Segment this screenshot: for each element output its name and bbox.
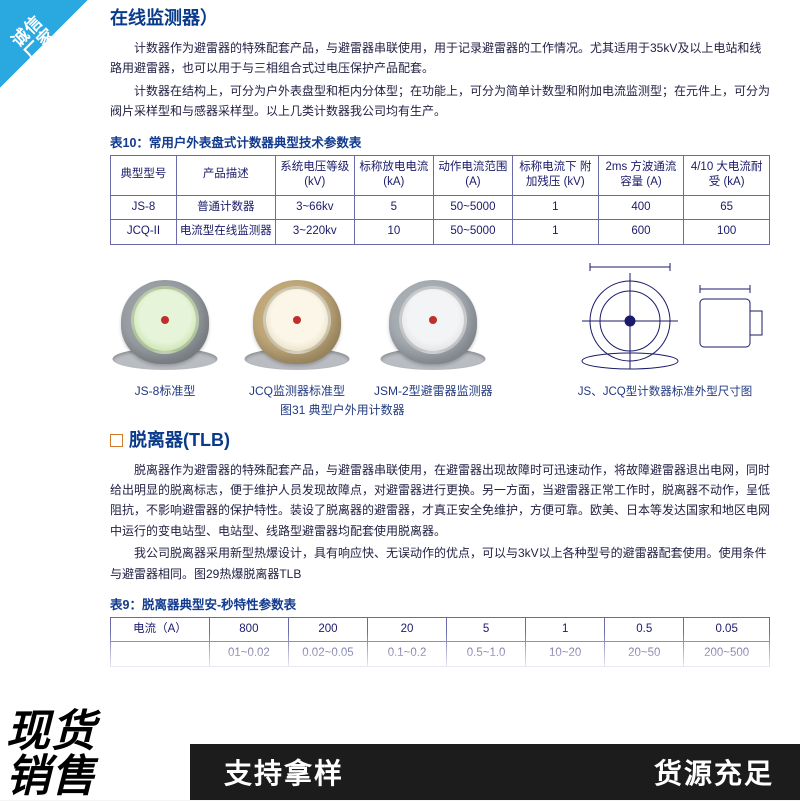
product-js8: JS-8标准型 bbox=[110, 280, 220, 399]
table-cell: 普通计数器 bbox=[176, 195, 275, 220]
product-jsm2-label: JSM-2型避雷器监测器 bbox=[374, 382, 493, 399]
section2-para1: 脱离器作为避雷器的特殊配套产品，与避雷器串联使用，在避雷器出现故障时可迅速动作，… bbox=[110, 460, 770, 542]
table-row: JCQ-II电流型在线监测器3~220kv1050~50001600100 bbox=[111, 220, 770, 245]
figure31-caption: 图31 典型户外用计数器 bbox=[280, 401, 770, 418]
table-cell: 0.1~0.2 bbox=[368, 642, 447, 667]
table-cell: 0.5~1.0 bbox=[447, 642, 526, 667]
overlay-bottom-left: 现货 销售 bbox=[0, 704, 106, 800]
diagram-label: JS、JCQ型计数器标准外型尺寸图 bbox=[578, 383, 752, 399]
table-cell: 0.5 bbox=[605, 617, 684, 642]
table10-caption: 表10：常用户外表盘式计数器典型技术参数表 bbox=[110, 132, 770, 151]
table-cell: 100 bbox=[684, 220, 770, 245]
table-cell: 600 bbox=[598, 220, 684, 245]
table-cell: 5 bbox=[354, 195, 433, 220]
table-cell: 65 bbox=[684, 195, 770, 220]
product-row: JS-8标准型 JCQ监测器标准型 JSM-2型避雷器监测器 bbox=[110, 259, 770, 399]
badge-top-left: 诚信 厂家 bbox=[0, 0, 88, 88]
gauge-js8 bbox=[110, 280, 220, 378]
overlay-bl-line1: 现货 bbox=[6, 710, 96, 755]
table-cell: 01~0.02 bbox=[209, 642, 288, 667]
table-cell: 电流型在线监测器 bbox=[176, 220, 275, 245]
bottom-bar-left: 支持拿样 bbox=[224, 752, 344, 792]
section2-para2: 我公司脱离器采用新型热爆设计，具有响应快、无误动作的优点，可以与3kV以上各种型… bbox=[110, 543, 770, 584]
table10-header: 产品描述 bbox=[176, 155, 275, 195]
product-jcq-label: JCQ监测器标准型 bbox=[249, 382, 345, 399]
table-cell: 200~500 bbox=[684, 642, 770, 667]
table10: 典型型号产品描述系统电压等级 (kV)标称放电电流 (kA)动作电流范围 (A)… bbox=[110, 155, 770, 245]
table10-header: 系统电压等级 (kV) bbox=[275, 155, 354, 195]
table-cell: 50~5000 bbox=[433, 195, 512, 220]
table-cell: 0.02~0.05 bbox=[288, 642, 367, 667]
table-cell: 1 bbox=[526, 617, 605, 642]
table-cell: 50~5000 bbox=[433, 220, 512, 245]
product-jsm2: JSM-2型避雷器监测器 bbox=[374, 280, 493, 399]
dimension-diagram: JS、JCQ型计数器标准外型尺寸图 bbox=[560, 259, 770, 399]
table-cell: 3~66kv bbox=[275, 195, 354, 220]
section2-title: 脱离器(TLB) bbox=[110, 426, 770, 452]
table9-rowlabel: 电流（A） bbox=[111, 617, 210, 642]
table-row: JS-8普通计数器3~66kv550~5000140065 bbox=[111, 195, 770, 220]
table-cell: JS-8 bbox=[111, 195, 177, 220]
product-jcq: JCQ监测器标准型 bbox=[242, 280, 352, 399]
section2-title-text: 脱离器(TLB) bbox=[129, 430, 230, 450]
table-cell: 20~50 bbox=[605, 642, 684, 667]
table10-header: 标称电流下 附加残压 (kV) bbox=[512, 155, 598, 195]
table10-header: 标称放电电流 (kA) bbox=[354, 155, 433, 195]
gauge-jsm2 bbox=[378, 280, 488, 378]
section-box-icon bbox=[110, 434, 123, 447]
bottom-bar: 支持拿样 货源充足 bbox=[190, 744, 800, 800]
table9: 电流（A）80020020510.50.05 01~0.020.02~0.050… bbox=[110, 617, 770, 667]
product-js8-label: JS-8标准型 bbox=[135, 382, 196, 399]
table9-wrap: 电流（A）80020020510.50.05 01~0.020.02~0.050… bbox=[110, 617, 770, 667]
table-cell: 10~20 bbox=[526, 642, 605, 667]
document-page: 诚信 厂家 在线监测器） 计数器作为避雷器的特殊配套产品，与避雷器串联使用，用于… bbox=[0, 0, 800, 800]
table-cell: JCQ-II bbox=[111, 220, 177, 245]
table-cell: 10 bbox=[354, 220, 433, 245]
table10-header: 典型型号 bbox=[111, 155, 177, 195]
table-cell: 800 bbox=[209, 617, 288, 642]
table-row: 01~0.020.02~0.050.1~0.20.5~1.010~2020~50… bbox=[111, 642, 770, 667]
section1-para2: 计数器在结构上，可分为户外表盘型和柜内分体型；在功能上，可分为简单计数型和附加电… bbox=[110, 81, 770, 122]
table10-header: 2ms 方波通流容量 (A) bbox=[598, 155, 684, 195]
table-cell: 0.05 bbox=[684, 617, 770, 642]
table-cell: 1 bbox=[512, 195, 598, 220]
gauge-jcq bbox=[242, 280, 352, 378]
table-row: 电流（A）80020020510.50.05 bbox=[111, 617, 770, 642]
table-cell: 20 bbox=[368, 617, 447, 642]
bottom-bar-right: 货源充足 bbox=[654, 752, 774, 792]
table-cell: 3~220kv bbox=[275, 220, 354, 245]
table-cell: 200 bbox=[288, 617, 367, 642]
table10-header: 4/10 大电流耐受 (kA) bbox=[684, 155, 770, 195]
table-cell: 5 bbox=[447, 617, 526, 642]
overlay-bl-line2: 销售 bbox=[6, 755, 96, 800]
diagram-svg bbox=[560, 259, 770, 377]
table9-caption: 表9：脱离器典型安-秒特性参数表 bbox=[110, 594, 770, 613]
section1-para1: 计数器作为避雷器的特殊配套产品，与避雷器串联使用，用于记录避雷器的工作情况。尤其… bbox=[110, 38, 770, 79]
table-cell bbox=[111, 642, 210, 667]
table-cell: 1 bbox=[512, 220, 598, 245]
table-cell: 400 bbox=[598, 195, 684, 220]
section1-title: 在线监测器） bbox=[110, 0, 770, 30]
table10-header: 动作电流范围 (A) bbox=[433, 155, 512, 195]
